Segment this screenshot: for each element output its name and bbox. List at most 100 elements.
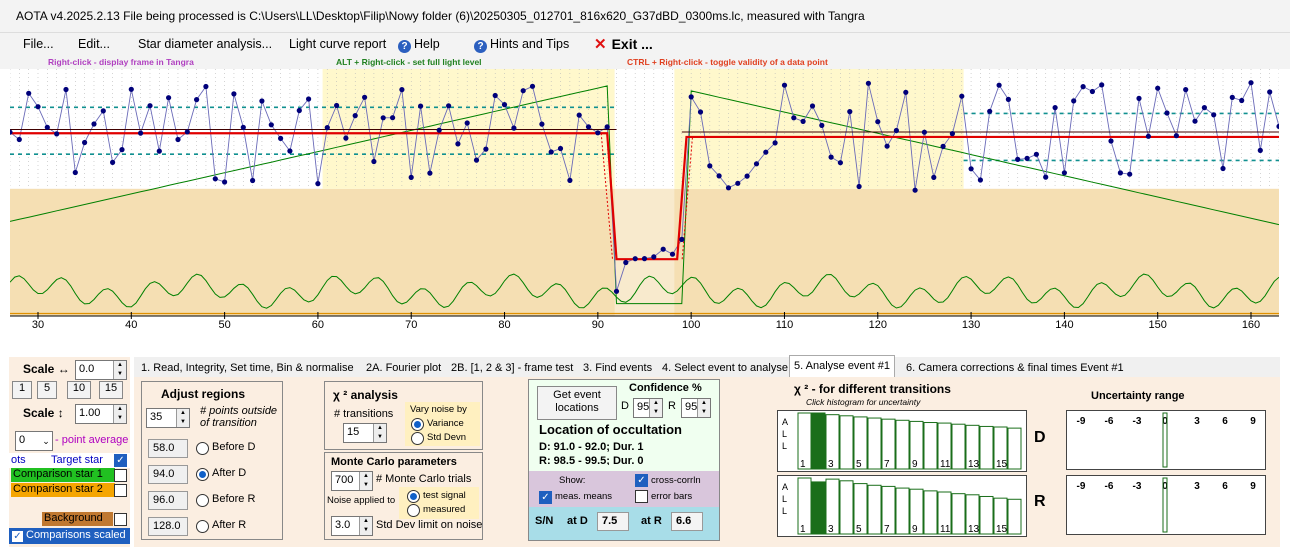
menu-help[interactable]: ? Help [398,37,440,53]
data-point [604,124,610,130]
after-d-radio[interactable] [196,468,209,481]
histogram-bar [993,497,1008,535]
data-point [54,131,60,137]
monte-carlo-title: Monte Carlo parameters [331,456,457,468]
data-point [595,130,601,136]
menu-star-diameter[interactable]: Star diameter analysis... [138,37,273,51]
comparison-1-checkbox[interactable] [114,469,127,482]
after-r-radio[interactable] [196,520,209,533]
histogram-bar [923,490,938,535]
menu-light-curve-report[interactable]: Light curve report [289,37,387,51]
location-heading: Location of occultation [539,422,682,437]
tab-read-integrity[interactable]: 1. Read, Integrity, Set time, Bin & norm… [141,362,354,374]
x-tick-label: 70 [405,319,417,331]
confidence-r-input[interactable]: 95 ▲ ▼ [681,398,711,418]
data-point [250,177,256,184]
uncertainty-r[interactable]: -9 -6 -3 0 3 6 9 [1066,475,1266,535]
cross-corrln-checkbox[interactable]: ✓ [635,474,648,487]
uncertainty-tick-label: 9 [1250,416,1256,427]
d-location-line: D: 91.0 - 92.0; Dur. 1 [539,441,644,453]
tab-camera-corrections[interactable]: 6. Camera corrections & final times Even… [906,362,1124,374]
confidence-d-input[interactable]: 95 ▲ ▼ [633,398,663,418]
measured-label: measured [423,504,466,515]
spin-arrows-icon[interactable]: ▲ ▼ [373,424,386,442]
spin-arrows-icon[interactable]: ▲ ▼ [113,361,126,379]
comparison-2-checkbox[interactable] [114,484,127,497]
points-outside-input[interactable]: 35 ▲ ▼ [146,408,190,428]
light-curve-chart[interactable]: 30 40 50 60 70 80 90 100 110 120 130 140 150 160 [10,69,1279,331]
vary-noise-group: Vary noise by Variance Std Devn [405,402,480,446]
histogram-bar [797,412,812,470]
x-tick-label: 110 [776,319,794,331]
data-point [585,124,592,130]
data-point [352,113,358,119]
uncertainty-tick-label: -6 [1105,481,1114,492]
transitions-input[interactable]: 15 ▲ ▼ [343,423,387,443]
comparisons-scaled-row[interactable]: ✓ Comparisons scaled [9,528,130,544]
data-point [529,83,536,89]
comparison-1-row: Comparison star 1 [11,468,115,482]
test-signal-radio[interactable] [407,490,420,503]
get-event-locations-button[interactable]: Get event locations [537,386,617,420]
tab-fourier[interactable]: 2A. Fourier plot [366,362,442,374]
variance-radio[interactable] [411,418,424,431]
tab-analyse-event[interactable]: 5. Analyse event #1 [789,355,896,377]
menu-exit[interactable]: ✕ Exit ... [594,35,653,53]
after-d-value: 94.0 [153,468,175,480]
show-label: Show: [559,475,586,486]
uncertainty-d[interactable]: -9 -6 -3 0 3 6 9 [1066,410,1266,470]
std-devn-radio[interactable] [411,432,424,445]
before-d-radio[interactable] [196,442,209,455]
before-r-radio[interactable] [196,494,209,507]
sd-limit-input[interactable]: 3.0 ▲ ▼ [331,516,373,536]
scale-h-input[interactable]: 0.0 ▲ ▼ [75,360,127,380]
menu-file[interactable]: File... [23,37,54,51]
spin-arrows-icon[interactable]: ▲ ▼ [697,399,710,417]
spin-arrows-icon[interactable]: ▲ ▼ [176,409,189,427]
error-bars-checkbox[interactable] [635,490,648,503]
tab-frame-test[interactable]: 2B. [1, 2 & 3] - frame test [451,362,574,374]
comparisons-scaled-checkbox[interactable]: ✓ [11,530,24,543]
mc-trials-input[interactable]: 700 ▲ ▼ [331,471,373,491]
tab-select-event[interactable]: 4. Select event to analyse [662,362,788,374]
title-bar: AOTA v4.2025.2.13 File being processed i… [0,0,1290,33]
data-point [903,89,909,95]
spin-arrows-icon[interactable]: ▲ ▼ [359,472,372,490]
menu-hints[interactable]: ? Hints and Tips [474,37,569,53]
spin-arrows-icon[interactable]: ▲ ▼ [113,405,126,423]
data-point [875,119,881,125]
confidence-r-value: 95 [685,401,698,413]
meas-means-checkbox[interactable]: ✓ [539,491,552,504]
spin-arrows-icon[interactable]: ▲ ▼ [649,399,662,417]
data-point [567,177,573,183]
zoom-1-button[interactable]: 1 [12,381,32,399]
data-point [996,82,1002,88]
target-star-row[interactable]: ots Target star ✓ [9,453,130,468]
data-point [287,148,293,154]
zoom-10-button[interactable]: 10 [67,381,91,399]
zoom-5-button[interactable]: 5 [37,381,57,399]
spin-arrows-icon[interactable]: ▲ ▼ [359,517,372,535]
all-label: A [782,482,788,492]
uncertainty-tick-label: 0 [1162,416,1168,427]
zoom-15-button[interactable]: 15 [99,381,123,399]
tab-find-events[interactable]: 3. Find events [583,362,653,374]
data-point [1267,89,1273,95]
background-checkbox[interactable] [114,513,127,526]
data-point [427,170,433,176]
histogram-tick-label: 9 [912,524,918,535]
target-star-checkbox[interactable]: ✓ [114,454,127,467]
confidence-r-label: R [668,400,676,412]
point-average-select[interactable]: 0 ⌄ [15,431,53,451]
scale-v-input[interactable]: 1.00 ▲ ▼ [75,404,127,424]
data-point [940,143,946,149]
all-label: L [782,506,787,516]
data-point [166,95,172,101]
histogram-bar [993,426,1008,470]
data-point [138,130,144,136]
data-point [147,103,153,109]
menu-edit[interactable]: Edit... [78,37,110,51]
measured-radio[interactable] [407,504,420,517]
